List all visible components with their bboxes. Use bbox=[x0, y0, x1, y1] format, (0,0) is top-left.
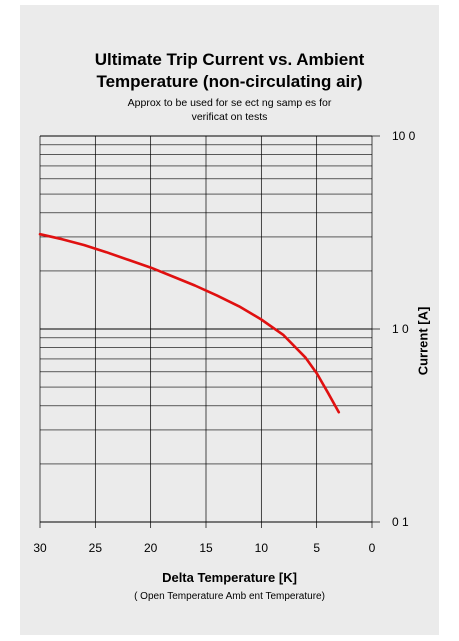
chart-title-line-1: Ultimate Trip Current vs. Ambient bbox=[94, 50, 365, 69]
chart-subtitle-line-2: verificat on tests bbox=[191, 111, 268, 123]
x-tick-label: 30 bbox=[33, 541, 47, 555]
x-tick-label: 15 bbox=[199, 541, 213, 555]
tick-labels: 30 25 20 15 10 5 0 10 0 1 0 0 1 bbox=[33, 129, 415, 555]
series-group bbox=[38, 232, 341, 414]
chart-subtitle-line-1: Approx to be used for se ect ng samp es … bbox=[127, 97, 332, 109]
x-axis-label: Delta Temperature [K] bbox=[162, 570, 297, 585]
x-tick-label: 0 bbox=[369, 541, 376, 555]
x-tick-label: 5 bbox=[313, 541, 320, 555]
y-tick-label: 10 0 bbox=[392, 129, 416, 143]
x-axis-sublabel: ( Open Temperature Amb ent Temperature) bbox=[134, 591, 325, 602]
series-line bbox=[38, 232, 341, 414]
x-tick-label: 10 bbox=[255, 541, 269, 555]
chart-panel bbox=[20, 5, 439, 635]
y-tick-label: 0 1 bbox=[392, 515, 409, 529]
x-tick-label: 25 bbox=[89, 541, 103, 555]
grid-lines bbox=[39, 135, 380, 528]
y-tick-label: 1 0 bbox=[392, 322, 409, 336]
chart-title-line-2: Temperature (non-circulating air) bbox=[96, 72, 363, 91]
x-tick-label: 20 bbox=[144, 541, 158, 555]
y-axis-label: Current [A] bbox=[415, 306, 431, 376]
